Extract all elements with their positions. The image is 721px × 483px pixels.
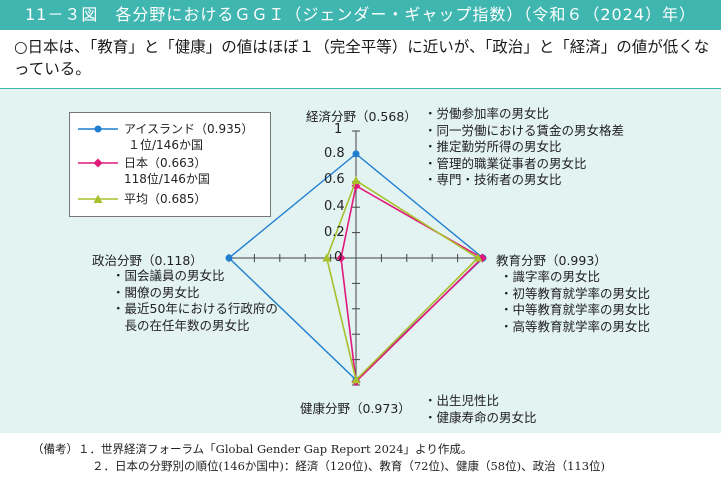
bullet-education-4: ・高等教育就学率の男女比 (500, 318, 651, 334)
notes: （備考）１．世界経済フォーラム「Global Gender Gap Report… (32, 441, 605, 475)
series-point-average-economy (351, 176, 361, 185)
radar-chart (225, 130, 487, 387)
tick-label-0: 0 (334, 250, 343, 265)
legend-sub-japan: 118位/146か国 (124, 172, 210, 186)
note-2: ２．日本の分野別の順位(146か国中)：経済（120位)、教育（72位)、健康（… (92, 459, 606, 473)
bullet-economy-2: ・同一労働における賃金の男女格差 (424, 122, 625, 138)
bullet-politics-3: ・最近50年における行政府の (112, 301, 278, 316)
tick-label-1: 1 (334, 122, 343, 137)
tick-label-0.8: 0.8 (324, 146, 345, 161)
legend-label-iceland: アイスランド（0.935） (124, 122, 254, 136)
bullet-politics-4: 長の在任年数の男女比 (112, 317, 250, 333)
series-point-average-politics (322, 253, 332, 262)
legend-marker-japan (78, 158, 118, 168)
legend-marker-iceland (78, 125, 118, 133)
bullet-politics-1: ・国会議員の男女比 (112, 268, 225, 283)
bullet-education-1: ・識字率の男女比 (500, 269, 601, 284)
legend-marker-average (78, 194, 118, 203)
bullet-economy-3: ・推定勤労所得の男女比 (424, 139, 562, 154)
bullet-economy-1: ・労働参加率の男女比 (424, 106, 550, 121)
series-point-iceland-politics (225, 254, 233, 262)
series-point-average-education (473, 253, 483, 262)
bullet-health-2: ・健康寿命の男女比 (424, 409, 537, 425)
tick-label-0.6: 0.6 (324, 172, 345, 187)
bullets-economy: ・労働参加率の男女比 ・同一労働における賃金の男女格差 ・推定勤労所得の男女比 … (424, 106, 624, 189)
bullets-politics: ・国会議員の男女比 ・閣僚の男女比 ・最近50年における行政府の 長の在任年数の… (112, 268, 278, 334)
axis-label-health: 健康分野（0.973） (300, 401, 411, 416)
tick-label-0.4: 0.4 (324, 199, 345, 214)
series-line-average (325, 179, 480, 382)
legend: アイスランド（0.935） １位/146か国 日本（0.663） 118位/14… (69, 112, 271, 217)
page-title: 11－３図 各分野におけるＧＧＩ（ジェンダー・ギャップ指数）（令和６（2024）… (0, 0, 721, 30)
summary-box: ○日本は、「教育」と「健康」の値はほぼ１（完全平等）に近いが、「政治」と「経済」… (0, 30, 721, 89)
summary-text: ○日本は、「教育」と「健康」の値はほぼ１（完全平等）に近いが、「政治」と「経済」… (14, 38, 710, 78)
bullet-economy-4: ・管理的職業従事者の男女比 (424, 155, 587, 171)
bullet-economy-5: ・専門・技術者の男女比 (424, 172, 562, 187)
bullet-education-3: ・中等教育就学率の男女比 (500, 302, 651, 317)
note-1: （備考）１．世界経済フォーラム「Global Gender Gap Report… (32, 442, 473, 456)
axis-label-economy: 経済分野（0.568） (306, 109, 417, 124)
tick-label-0.2: 0.2 (324, 225, 345, 240)
bullet-education-2: ・初等教育就学率の男女比 (500, 285, 651, 301)
bullets-education: ・識字率の男女比 ・初等教育就学率の男女比 ・中等教育就学率の男女比 ・高等教育… (500, 269, 650, 335)
series-point-japan-politics (336, 253, 346, 263)
legend-label-japan: 日本（0.663） (124, 156, 207, 170)
bullet-health-1: ・出生児性比 (424, 393, 500, 408)
bullet-politics-2: ・閣僚の男女比 (112, 284, 200, 300)
legend-label-average: 平均（0.685） (124, 192, 207, 206)
bullets-health: ・出生児性比 ・健康寿命の男女比 (424, 393, 537, 426)
series-point-iceland-economy (352, 150, 360, 158)
axis-label-education: 教育分野（0.993） (496, 253, 607, 268)
axis-label-politics: 政治分野（0.118） (92, 253, 203, 268)
legend-sub-iceland: １位/146か国 (128, 138, 203, 152)
series-point-average-health (351, 375, 361, 384)
